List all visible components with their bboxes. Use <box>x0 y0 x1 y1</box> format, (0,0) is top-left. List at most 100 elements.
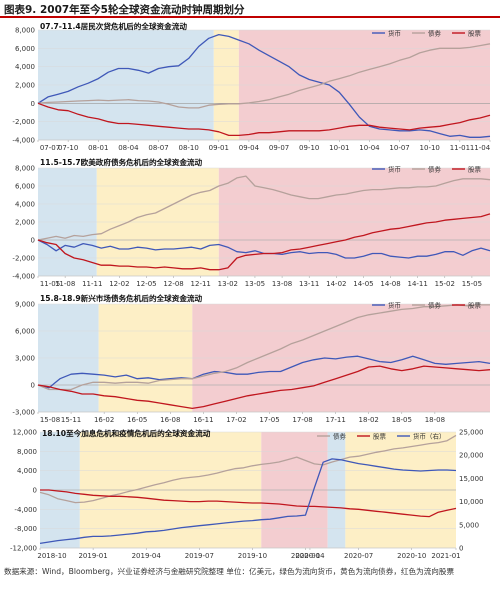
x-tick-label: 08-10 <box>178 144 198 152</box>
x-tick-label: 2019-10 <box>238 552 267 560</box>
x-tick-label: 10-01 <box>329 144 349 152</box>
y-tick-label: -2,000 <box>12 118 35 126</box>
x-tick-label: 13-08 <box>272 280 292 288</box>
x-tick-label: 10-10 <box>420 144 440 152</box>
series-line-bond <box>37 175 491 241</box>
x-tick-label: 08-07 <box>148 144 168 152</box>
series-line-equity <box>37 102 491 137</box>
title-rule <box>0 16 500 18</box>
x-tick-label: 11-04 <box>470 144 491 152</box>
y-tick-label: -2,000 <box>12 255 35 263</box>
y-tick-label: -12,000 <box>10 545 37 553</box>
y-tick-label: -4,000 <box>12 273 35 281</box>
x-tick-label: 16-02 <box>94 416 114 424</box>
x-tick-label: 11-05 <box>40 280 60 288</box>
y2-tick-label: 25,000 <box>459 429 484 437</box>
y-tick-label: 12,000 <box>13 429 38 437</box>
x-tick-label: 09-07 <box>269 144 289 152</box>
y-tick-label: 2,000 <box>15 82 35 90</box>
y-tick-label: 0 <box>31 382 35 390</box>
x-tick-label: 2020-10 <box>397 552 426 560</box>
x-tick-label: 10-07 <box>389 144 409 152</box>
x-tick-label: 11-01 <box>450 144 470 152</box>
series-line-currency <box>37 355 491 389</box>
legend-label: 货币 <box>388 29 401 38</box>
y2-tick-label: 10,000 <box>459 498 484 506</box>
y2-tick-label: 0 <box>459 545 463 553</box>
y2-tick-label: 15,000 <box>459 475 484 483</box>
x-tick-label: 16-08 <box>160 416 180 424</box>
y-tick-label: 0 <box>31 237 35 245</box>
x-tick-label: 2019-04 <box>132 552 162 560</box>
legend-label: 货币 <box>388 165 401 174</box>
x-tick-label: 2020-07 <box>344 552 373 560</box>
x-tick-label: 17-05 <box>259 416 279 424</box>
x-tick-label: 12-05 <box>136 280 156 288</box>
x-tick-label: 18-05 <box>392 416 412 424</box>
y-tick-label: 9,000 <box>15 301 35 309</box>
legend-label: 货币（右） <box>413 432 446 441</box>
chart-title: 11.5-15.7欧美政府债务危机后的全球资金流动 <box>40 157 203 167</box>
x-tick-label: 09-04 <box>239 144 260 152</box>
x-tick-label: 09-01 <box>209 144 229 152</box>
x-tick-label: 15-05 <box>462 280 482 288</box>
chart-title: 07.7-11.4居民次贷危机后的全球资金流动 <box>40 21 187 31</box>
y-tick-label: -4,000 <box>14 506 37 514</box>
x-tick-label: 07-07 <box>40 144 60 152</box>
x-tick-label: 09-10 <box>299 144 319 152</box>
legend-label: 股票 <box>468 166 482 174</box>
series-line-equity <box>40 489 457 518</box>
legend-label: 货币 <box>388 301 401 310</box>
figure-number: 图表9. <box>4 4 37 16</box>
y-tick-label: 4,000 <box>17 467 37 475</box>
x-tick-label: 13-05 <box>245 280 265 288</box>
chart-panel-3: -3,000 0 3,000 6,000 9,000 15-08 15-11 16-02 16-… <box>0 292 500 428</box>
x-tick-label: 2021-01 <box>431 552 460 560</box>
chart-title: 15.8-18.9新兴市场债务危机后的全球资金流动 <box>40 293 203 303</box>
x-tick-label: 17-08 <box>292 416 312 424</box>
legend-label: 债券 <box>428 165 442 174</box>
x-tick-label: 08-04 <box>118 144 139 152</box>
chart-3: -3,000 0 3,000 6,000 9,000 15-08 15-11 16-02 16-… <box>12 293 491 424</box>
x-tick-label: 18-02 <box>359 416 379 424</box>
y-tick-label: -4,000 <box>12 137 35 145</box>
chart-panel-2: -4,000 -2,000 0 2,000 4,000 6,000 8,000 11-05 11… <box>0 156 500 292</box>
x-tick-label: 15-11 <box>61 416 81 424</box>
x-tick-label: 2020-04 <box>295 552 325 560</box>
x-tick-label: 17-02 <box>226 416 246 424</box>
x-tick-label: 12-08 <box>163 280 183 288</box>
x-tick-label: 13-02 <box>218 280 238 288</box>
source-note: 数据来源：Wind，Bloomberg，兴业证券经济与金融研究院整理 单位：亿美… <box>4 567 455 576</box>
y-tick-label: 6,000 <box>15 328 35 336</box>
x-tick-label: 07-10 <box>58 144 78 152</box>
x-tick-label: 18-08 <box>425 416 445 424</box>
y-tick-label: 0 <box>33 487 37 495</box>
x-tick-label: 08-01 <box>88 144 108 152</box>
chart-4: -12,000 -8,000 -4,000 0 4,000 8,000 12,000 0 5,0… <box>10 428 484 560</box>
x-tick-label: 12-02 <box>109 280 129 288</box>
chart-1: -4,000-2,00002,0004,0006,0008,00007-0707… <box>12 21 491 152</box>
y2-tick-label: 5,000 <box>459 521 479 529</box>
x-tick-label: 2019-01 <box>78 552 107 560</box>
x-tick-label: 14-11 <box>408 280 428 288</box>
series-line-currency <box>39 458 457 545</box>
series-line-equity <box>37 213 491 271</box>
legend-label: 股票 <box>468 302 482 310</box>
legend-label: 股票 <box>468 30 482 38</box>
x-tick-label: 15-02 <box>435 280 455 288</box>
chart-panel-4: -12,000 -8,000 -4,000 0 4,000 8,000 12,000 0 5,0… <box>0 428 500 562</box>
x-tick-label: 10-04 <box>359 144 380 152</box>
series-line-currency <box>37 33 491 138</box>
y-tick-label: -3,000 <box>12 409 35 417</box>
y-tick-label: 3,000 <box>15 355 35 363</box>
legend-label: 债券 <box>333 432 347 441</box>
chart-panel-1: -4,000 -2,000 0 2,000 4,000 6,000 8,000 07-07 07… <box>0 20 500 156</box>
legend-label: 债券 <box>428 29 442 38</box>
legend-label: 股票 <box>373 433 387 441</box>
y-tick-label: 6,000 <box>15 45 35 53</box>
x-tick-label: 2018-10 <box>37 552 66 560</box>
y-tick-label: 8,000 <box>15 27 35 35</box>
y-tick-label: 4,000 <box>15 63 35 71</box>
x-tick-label: 11-11 <box>82 280 102 288</box>
chart-title: 18.10至今加息危机和疫情危机后的全球资金流动 <box>42 428 211 438</box>
